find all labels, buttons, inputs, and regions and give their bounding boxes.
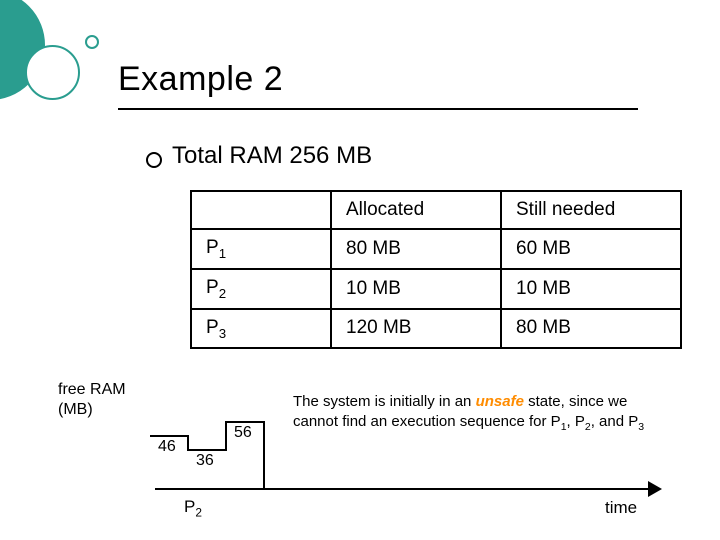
unsafe-word: unsafe [476, 393, 524, 410]
col-allocated: Allocated [331, 191, 501, 229]
step-value-0: 46 [158, 438, 176, 456]
table-row: P1 80 MB 60 MB [191, 229, 681, 269]
cell-need: 10 MB [501, 269, 681, 309]
cell-proc: P1 [191, 229, 331, 269]
subtitle-total-ram: Total RAM 256 MB [172, 142, 372, 170]
free-ram-label: free RAM (MB) [58, 380, 126, 420]
cell-proc: P3 [191, 309, 331, 349]
cell-need: 60 MB [501, 229, 681, 269]
table-row: P2 10 MB 10 MB [191, 269, 681, 309]
decor-circle-small [85, 35, 99, 49]
free-ram-step-chart: 46 36 56 [150, 400, 270, 480]
cell-alloc: 10 MB [331, 269, 501, 309]
table-header-row: Allocated Still needed [191, 191, 681, 229]
time-axis-arrow-icon [648, 481, 662, 497]
table-row: P3 120 MB 80 MB [191, 309, 681, 349]
cell-proc: P2 [191, 269, 331, 309]
step-value-2: 56 [234, 424, 252, 442]
time-axis-line [155, 488, 655, 490]
col-proc [191, 191, 331, 229]
step-value-1: 36 [196, 452, 214, 470]
slide-title: Example 2 [118, 60, 283, 99]
time-axis-label: time [605, 498, 637, 518]
bullet-icon [146, 152, 162, 168]
col-still-needed: Still needed [501, 191, 681, 229]
decor-circle-med [25, 45, 80, 100]
cell-alloc: 120 MB [331, 309, 501, 349]
axis-tick-p2: P2 [184, 497, 202, 519]
cell-need: 80 MB [501, 309, 681, 349]
description-text: The system is initially in an unsafe sta… [293, 392, 673, 434]
allocation-table: Allocated Still needed P1 80 MB 60 MB P2… [190, 190, 682, 349]
cell-alloc: 80 MB [331, 229, 501, 269]
title-underline [118, 108, 638, 110]
